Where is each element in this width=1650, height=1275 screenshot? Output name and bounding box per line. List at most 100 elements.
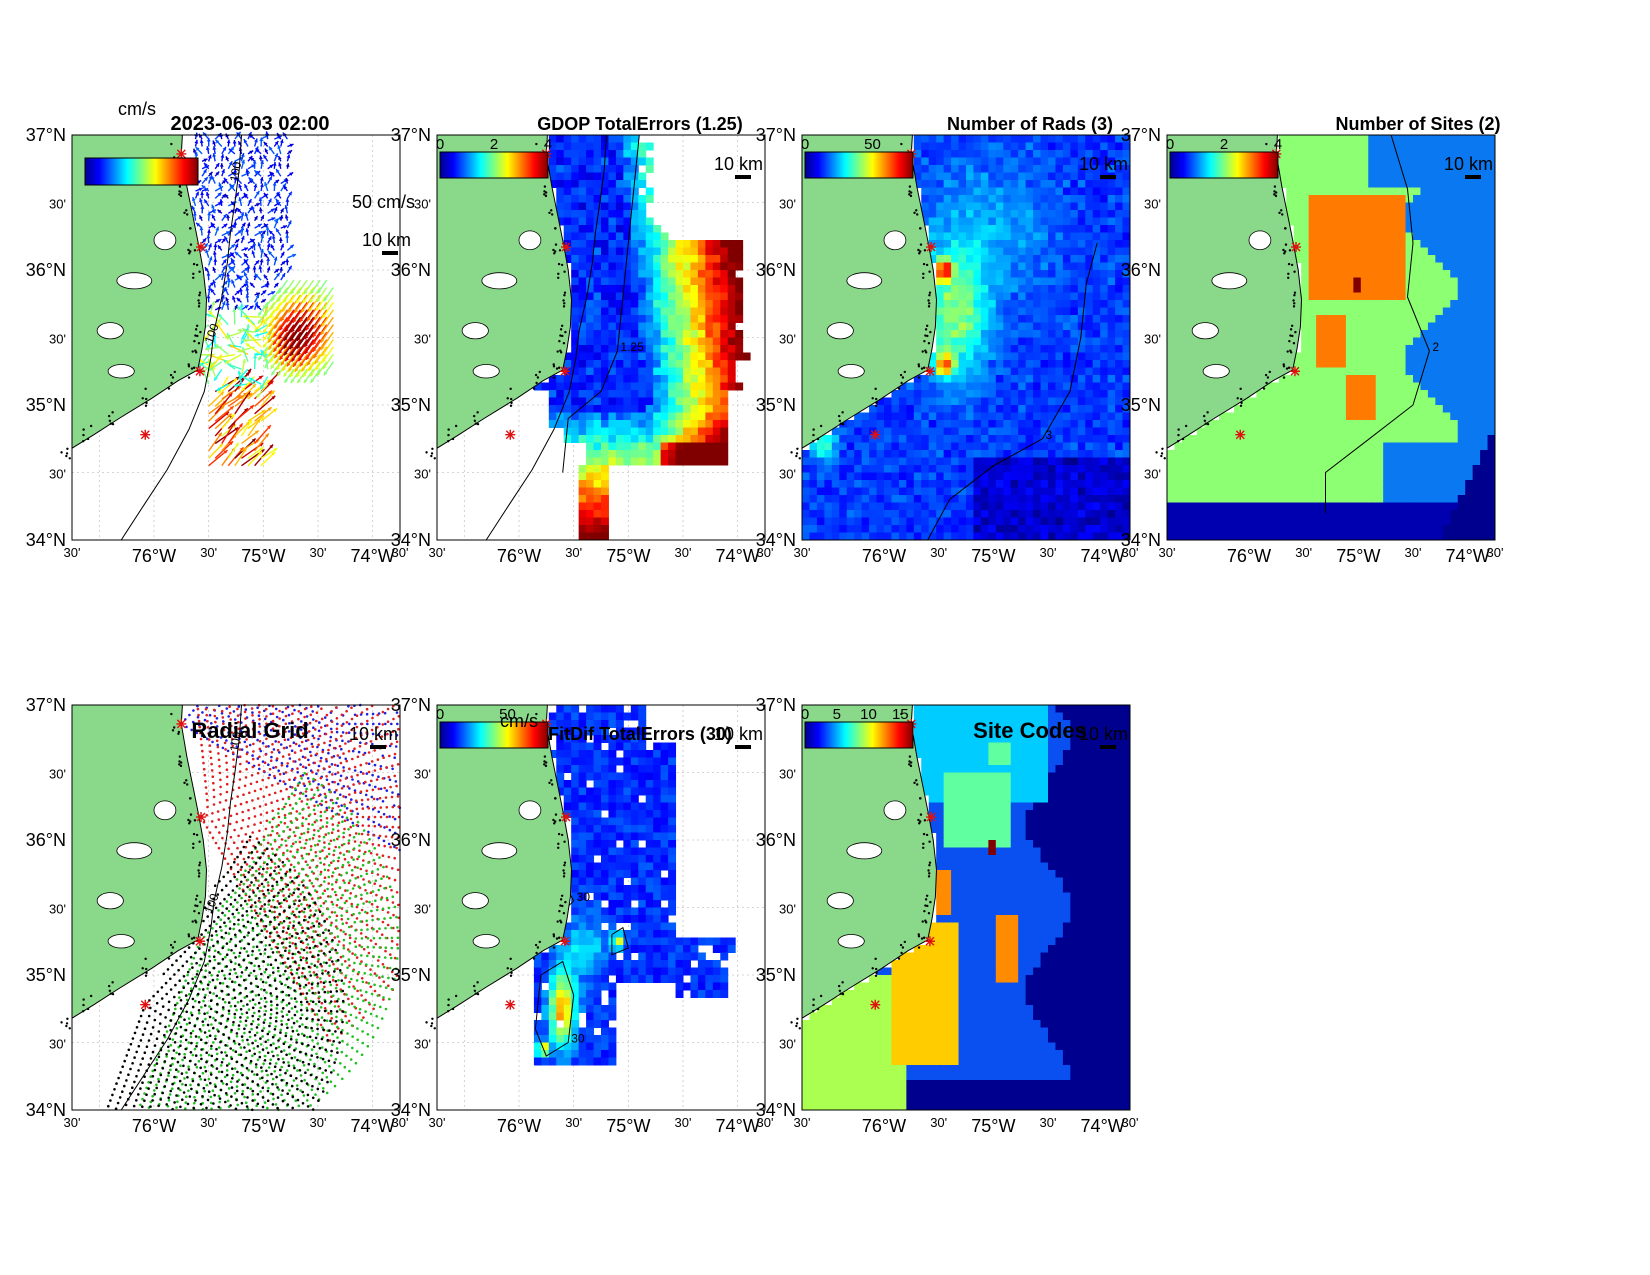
heatmap-cell [1353,195,1362,203]
heatmap-cell [1204,532,1213,541]
heatmap-cell [1293,195,1302,203]
heatmap-cell [1301,345,1310,353]
heatmap-cell [831,532,840,541]
heatmap-cell [1115,375,1124,383]
heatmap-cell [690,337,699,346]
heatmap-cell [1115,322,1124,331]
vector-arrowhead [216,387,221,391]
heatmap-cell [1219,517,1228,526]
heatmap-cell [1018,262,1027,271]
heatmap-cell [980,375,989,383]
heatmap-cell [1219,510,1228,518]
heatmap-cell [690,457,699,466]
heatmap-cell [668,442,677,451]
heatmap-cell [1345,270,1354,278]
heatmap-cell [1323,472,1332,481]
heatmap-cell [936,285,945,293]
heatmap-cell [1025,315,1034,323]
heatmap-cell [653,337,662,346]
heatmap-cell [1286,427,1295,436]
heatmap-cell [571,420,580,428]
vector-arrowhead [228,148,233,153]
heatmap-cell [1048,135,1056,143]
vector-arrowhead [275,179,279,184]
heatmap-cell [1025,352,1034,361]
heatmap-cell [1345,202,1354,211]
coast-detail-dot [60,451,63,454]
vector-arrowhead [254,216,258,220]
heatmap-cell [988,420,997,428]
coast-detail-dot [563,270,566,273]
heatmap-cell [638,420,647,428]
heatmap-cell [1204,435,1213,443]
heatmap-cell [1025,262,1034,271]
heatmap-cell [973,225,982,233]
heatmap-cell [1345,247,1354,256]
heatmap-cell [683,270,691,278]
coast-detail-dot [816,437,820,441]
heatmap-cell [1345,442,1354,451]
heatmap-cell [608,262,617,271]
heatmap-cell [727,277,736,286]
heatmap-cell [1338,367,1347,376]
heatmap-cell [1234,502,1243,511]
heatmap-cell [1025,135,1034,143]
vector-arrowhead [262,290,267,294]
heatmap-cell [824,442,833,451]
heatmap-cell [988,202,997,211]
heatmap-cell [1070,210,1079,218]
heatmap-cell [593,300,602,308]
heatmap-cell [1033,322,1042,331]
heatmap-cell [1122,240,1131,248]
vector-arrowhead [264,274,268,279]
heatmap-cell [1234,457,1243,466]
heatmap-cell [1062,315,1071,323]
coast-detail-dot [925,263,929,267]
coast-detail-dot [189,227,192,230]
heatmap-cell [943,285,952,293]
heatmap-cell [1003,352,1012,361]
heatmap-cell [1331,285,1339,293]
heatmap-cell [727,360,736,368]
heatmap-cell [1107,427,1116,436]
vector-arrowhead [266,257,270,261]
heatmap-cell [683,300,691,308]
heatmap-cell [556,202,565,211]
heatmap-cell [1085,405,1094,413]
vector-arrowhead [248,177,253,182]
heatmap-cell [563,405,572,413]
vector-arrowhead [274,219,279,224]
heatmap-cell [936,157,945,166]
heatmap-cell [556,180,565,188]
heatmap-cell [861,532,870,541]
heatmap-cell [1033,285,1042,293]
vector-arrowhead [259,137,264,141]
heatmap-cell [1055,375,1064,383]
vector-arrowhead [263,353,268,358]
heatmap-cell [1241,450,1250,458]
heatmap-cell [980,427,989,436]
vector-arrowhead [259,177,264,181]
heatmap-cell [1316,427,1325,436]
heatmap-cell [675,375,684,383]
vector-arrowhead [226,272,230,277]
heatmap-cell [630,367,639,376]
vector-arrow [284,339,302,362]
heatmap-cell [1122,442,1131,451]
coast-detail-dot [193,249,197,252]
heatmap-cell [645,142,654,151]
vector-arrowhead [224,236,228,241]
heatmap-cell [1271,532,1280,541]
heatmap-cell [556,187,565,196]
heatmap-cell [601,495,609,503]
heatmap-cell [720,360,729,368]
heatmap-cell [1204,450,1213,458]
heatmap-cell [1107,532,1116,541]
heatmap-cell [1025,502,1034,511]
heatmap-cell [645,277,654,286]
heatmap-cell [884,457,892,466]
heatmap-cell [1003,480,1012,488]
heatmap-cell [943,225,952,233]
heatmap-cell [816,532,825,541]
heatmap-cell [1018,157,1027,166]
